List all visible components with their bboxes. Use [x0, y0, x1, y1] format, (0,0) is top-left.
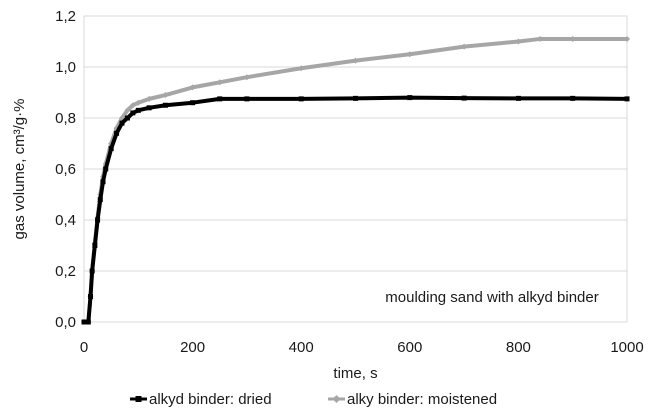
series-0-point-21 [353, 95, 358, 101]
series-0 [81, 95, 630, 325]
legend-item-0: alkyd binder: dried [130, 391, 272, 408]
series-0-point-8 [103, 166, 109, 172]
series-0-point-20 [298, 96, 304, 102]
series-0-point-22 [407, 95, 413, 101]
legend-marker-1 [332, 395, 341, 403]
y-tick-label-4: 0,8 [55, 110, 76, 127]
series-0-point-16 [162, 102, 168, 108]
x-tick-label-0: 0 [80, 339, 88, 356]
series-1-point-12 [124, 107, 131, 114]
y-tick-label-0: 0,0 [55, 314, 76, 331]
series-1-point-18 [216, 79, 223, 86]
series-1-point-20 [298, 65, 305, 72]
series-1-point-16 [162, 92, 169, 99]
y-tick-label-6: 1,2 [55, 8, 76, 25]
series-1-point-22 [406, 51, 413, 58]
x-tick-label-3: 600 [397, 339, 422, 356]
x-tick-label-1: 200 [180, 339, 205, 356]
legend: alkyd binder: dried alky binder: moistene… [130, 391, 497, 408]
series-line-1 [82, 36, 629, 324]
annotation-box [340, 282, 622, 310]
series-0-point-0 [81, 319, 87, 325]
series-1-point-19 [243, 74, 250, 81]
x-tick-label-5: 1000 [610, 339, 643, 356]
series-0-point-19 [244, 96, 250, 102]
legend-label-0: alkyd binder: dried [149, 391, 272, 408]
series-1-point-14 [135, 99, 142, 106]
series-0-point-7 [100, 179, 106, 185]
annotation-text: moulding sand with alkyd binder [385, 289, 598, 306]
series-1-point-24 [515, 38, 522, 45]
series-1-point-21 [352, 57, 359, 64]
series-0-point-25 [570, 95, 576, 101]
x-tick-label-2: 400 [289, 339, 314, 356]
series-0-point-5 [95, 217, 101, 223]
series-1-point-25 [537, 35, 544, 42]
y-tick-label-2: 0,4 [55, 212, 76, 229]
series-0-point-13 [130, 110, 136, 116]
series-1-point-27 [624, 35, 630, 42]
series-1 [81, 35, 630, 325]
series-0-point-23 [461, 95, 467, 101]
series-layer [81, 35, 630, 325]
series-0-point-10 [114, 130, 120, 136]
series-0-point-14 [135, 107, 141, 113]
series-0-point-24 [515, 95, 521, 101]
series-0-point-9 [108, 146, 114, 152]
legend-marker-0 [135, 396, 142, 402]
legend-item-1: alky binder: moistened [328, 391, 497, 408]
y-tick-label-5: 1,0 [55, 59, 76, 76]
x-axis-title: time, s [333, 365, 377, 382]
series-0-point-3 [89, 268, 95, 274]
series-0-point-6 [97, 197, 103, 203]
series-0-point-11 [119, 120, 125, 126]
series-0-point-18 [217, 96, 223, 102]
y-tick-label-1: 0,2 [55, 263, 76, 280]
series-0-point-12 [124, 115, 130, 121]
series-0-point-4 [92, 243, 98, 248]
series-1-point-13 [129, 102, 136, 109]
series-1-point-15 [146, 95, 153, 102]
series-0-point-17 [190, 100, 196, 106]
series-0-point-26 [624, 96, 630, 102]
y-axis-title: gas volume, cm³/g·% [11, 99, 28, 240]
tick-labels: 0,0 0,2 0,4 0,6 0,8 1,0 1,2 0 200 400 600 800 1000 [55, 8, 644, 356]
series-1-point-26 [569, 35, 576, 42]
x-tick-label-4: 800 [506, 339, 531, 356]
series-0-point-15 [146, 105, 152, 111]
legend-label-1: alky binder: moistened [347, 391, 497, 408]
plot-area-border [83, 15, 628, 323]
y-tick-label-3: 0,6 [55, 161, 76, 178]
series-1-point-23 [461, 43, 468, 50]
series-0-point-2 [88, 294, 94, 299]
series-0-point-1 [85, 319, 91, 325]
series-1-point-17 [189, 84, 196, 91]
